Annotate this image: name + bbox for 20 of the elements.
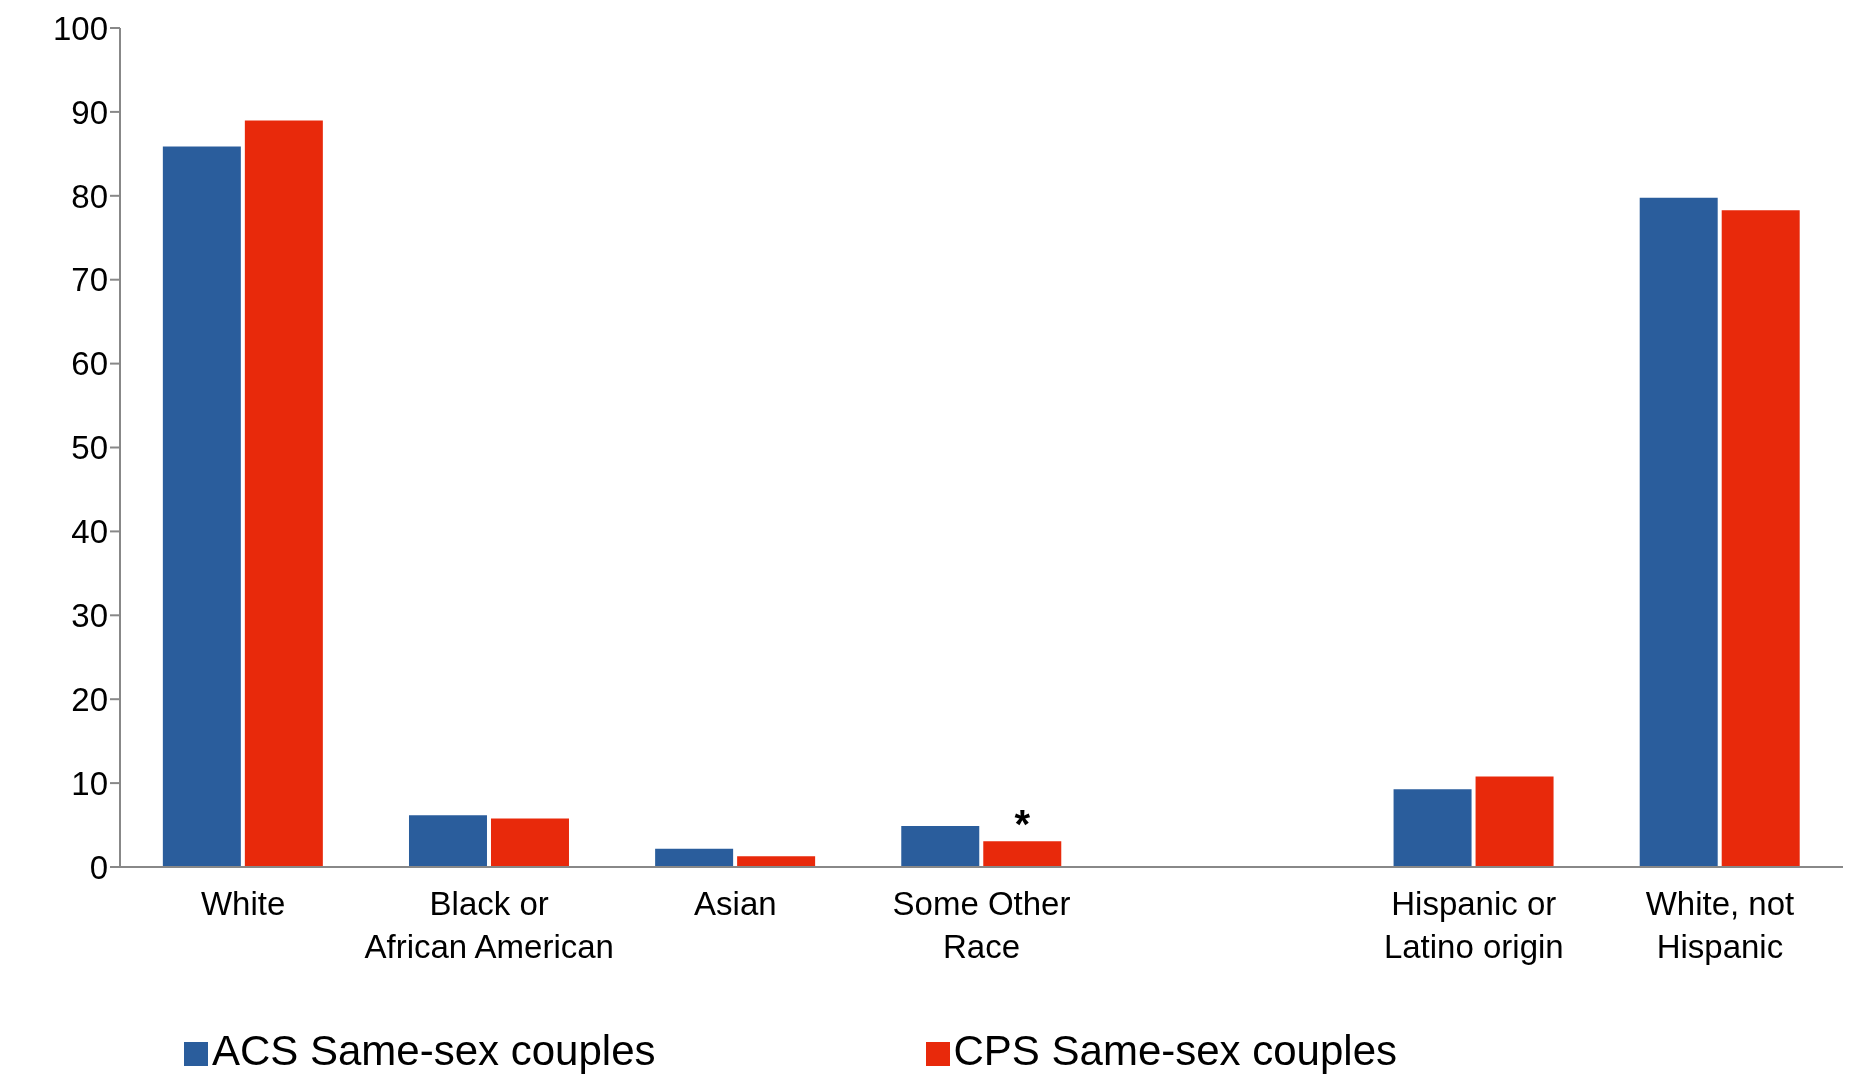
y-tick-label: 50 (71, 429, 108, 467)
y-tick-label: 30 (71, 597, 108, 635)
y-tick-label: 100 (52, 9, 108, 47)
x-tick-label: Black or African American (364, 885, 614, 965)
x-tick-label: Hispanic or Latino origin (1383, 885, 1564, 965)
y-tick-label: 40 (71, 513, 108, 551)
y-tick-label: 70 (71, 261, 108, 299)
y-tick-label: 10 (71, 764, 108, 802)
y-tick-label: 80 (71, 177, 108, 215)
x-tick-label: White (200, 885, 286, 922)
annotation: * (1014, 802, 1031, 847)
y-tick-label: 0 (89, 848, 108, 886)
legend-label: CPS Same-sex couples (953, 1027, 1398, 1074)
legend-label: ACS Same-sex couples (211, 1027, 656, 1074)
y-tick-label: 90 (71, 93, 108, 131)
y-tick-label: 20 (71, 680, 108, 718)
x-tick-label: White, not Hispanic (1645, 885, 1795, 965)
x-tick-label: Some Other Race (892, 885, 1071, 965)
y-tick-label: 60 (71, 345, 108, 383)
x-tick-label: Asian (694, 885, 777, 922)
